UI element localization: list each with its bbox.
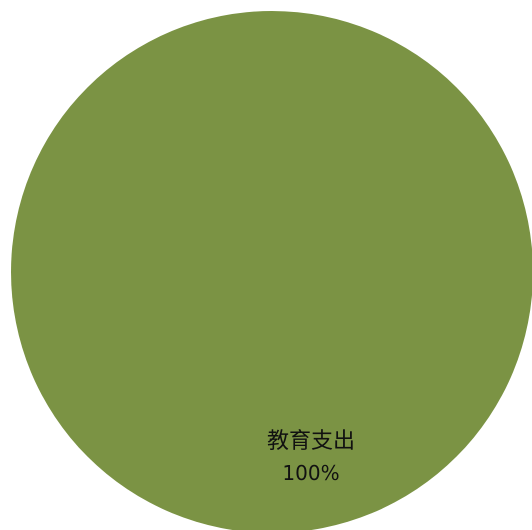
pie-slice-0 — [11, 11, 532, 530]
slice-percent-label: 100% — [282, 461, 339, 485]
pie-slices — [11, 11, 532, 530]
slice-category-label: 教育支出 — [267, 429, 355, 454]
data-labels: 教育支出 100% — [267, 429, 355, 485]
